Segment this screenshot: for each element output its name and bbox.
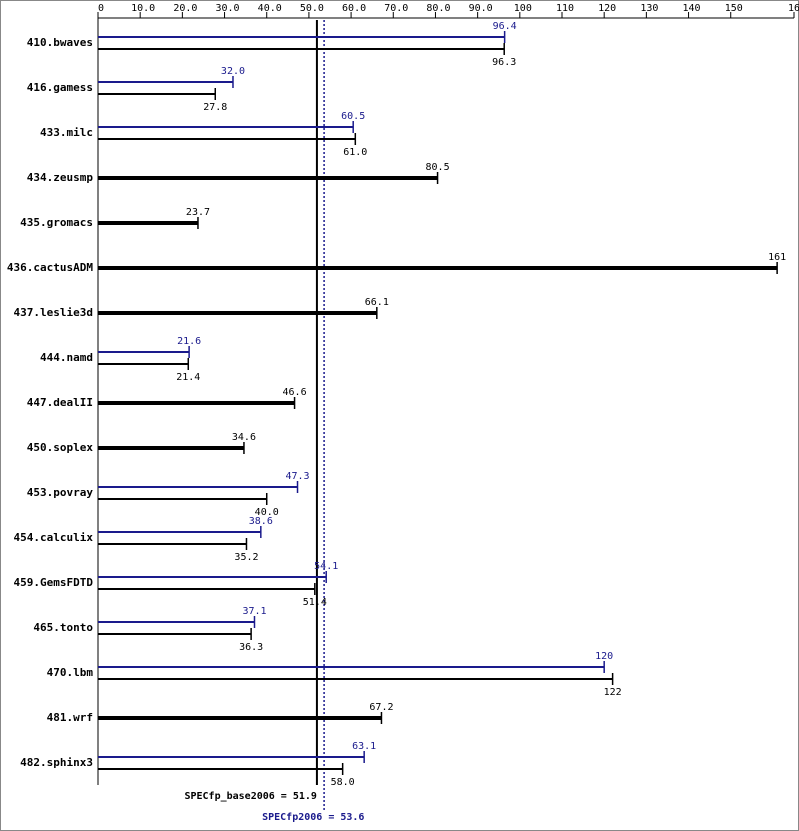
x-tick-label: 20.0 — [173, 3, 197, 14]
value-label: 23.7 — [186, 207, 210, 218]
x-tick-label: 50.0 — [300, 3, 324, 14]
x-tick-label: 40.0 — [258, 3, 282, 14]
value-label: 161 — [768, 252, 786, 263]
bar — [98, 531, 261, 533]
value-label: 96.4 — [493, 21, 517, 32]
category-label: 459.GemsFDTD — [14, 576, 94, 589]
bar — [98, 621, 255, 623]
value-label: 122 — [604, 687, 622, 698]
bar — [98, 588, 315, 590]
bar — [98, 93, 216, 95]
x-tick-label: 80.0 — [426, 3, 450, 14]
value-label: 54.1 — [314, 561, 338, 572]
category-label: 433.milc — [40, 126, 93, 139]
value-label: 46.6 — [283, 387, 307, 398]
x-tick-label: 90.0 — [469, 3, 493, 14]
x-tick-label: 140 — [683, 3, 701, 14]
bar — [98, 48, 505, 50]
value-label: 38.6 — [249, 516, 273, 527]
bar — [98, 221, 198, 225]
category-label: 470.lbm — [47, 666, 94, 679]
x-tick-label: 60.0 — [342, 3, 366, 14]
category-label: 481.wrf — [47, 711, 93, 724]
bar — [98, 351, 190, 353]
value-label: 32.0 — [221, 66, 245, 77]
category-label: 437.leslie3d — [14, 306, 93, 319]
bar — [98, 666, 605, 668]
value-label: 40.0 — [255, 507, 279, 518]
value-label: 51.4 — [303, 597, 327, 608]
value-label: 37.1 — [242, 606, 266, 617]
category-label: 434.zeusmp — [27, 171, 94, 184]
category-label: 436.cactusADM — [7, 261, 93, 274]
category-label: 453.povray — [27, 486, 94, 499]
bar — [98, 126, 354, 128]
bar — [98, 311, 377, 315]
bar — [98, 266, 778, 270]
category-label: 416.gamess — [27, 81, 93, 94]
value-label: 21.4 — [176, 372, 200, 383]
value-label: 36.3 — [239, 642, 263, 653]
category-label: 450.soplex — [27, 441, 94, 454]
bar — [98, 81, 233, 83]
category-label: 444.namd — [40, 351, 93, 364]
category-label: 465.tonto — [33, 621, 93, 634]
value-label: 58.0 — [331, 777, 355, 788]
bar — [98, 678, 613, 680]
bar — [98, 543, 247, 545]
bar — [98, 401, 295, 405]
bar — [98, 36, 505, 38]
x-tick-label: 70.0 — [384, 3, 408, 14]
bar — [98, 176, 438, 180]
category-label: 435.gromacs — [20, 216, 93, 229]
value-label: 47.3 — [285, 471, 309, 482]
x-tick-label: 120 — [598, 3, 616, 14]
bar — [98, 768, 343, 770]
value-label: 66.1 — [365, 297, 389, 308]
value-label: 120 — [595, 651, 613, 662]
value-label: 61.0 — [343, 147, 367, 158]
value-label: 27.8 — [203, 102, 227, 113]
value-label: 21.6 — [177, 336, 201, 347]
bar — [98, 138, 356, 140]
category-label: 454.calculix — [14, 531, 94, 544]
value-label: 63.1 — [352, 741, 376, 752]
x-tick-label: 150 — [725, 3, 743, 14]
bar — [98, 446, 244, 450]
value-label: 35.2 — [234, 552, 258, 563]
value-label: 96.3 — [492, 57, 516, 68]
bar — [98, 498, 267, 500]
x-tick-label: 100 — [514, 3, 532, 14]
x-tick-label: 0 — [98, 3, 104, 14]
reference-label: SPECfp_base2006 = 51.9 — [184, 791, 316, 802]
value-label: 34.6 — [232, 432, 256, 443]
bar — [98, 576, 327, 578]
bar — [98, 633, 252, 635]
x-tick-label: 10.0 — [131, 3, 155, 14]
value-label: 60.5 — [341, 111, 365, 122]
value-label: 80.5 — [426, 162, 450, 173]
category-label: 447.dealII — [27, 396, 93, 409]
category-label: 410.bwaves — [27, 36, 93, 49]
bar — [98, 756, 365, 758]
bar — [98, 716, 382, 720]
bar — [98, 363, 189, 365]
x-tick-label: 130 — [640, 3, 658, 14]
x-tick-label: 165 — [788, 3, 799, 14]
x-tick-label: 110 — [556, 3, 574, 14]
value-label: 67.2 — [369, 702, 393, 713]
reference-label: SPECfp2006 = 53.6 — [262, 812, 364, 823]
bar — [98, 486, 298, 488]
category-label: 482.sphinx3 — [20, 756, 93, 769]
x-tick-label: 30.0 — [215, 3, 239, 14]
